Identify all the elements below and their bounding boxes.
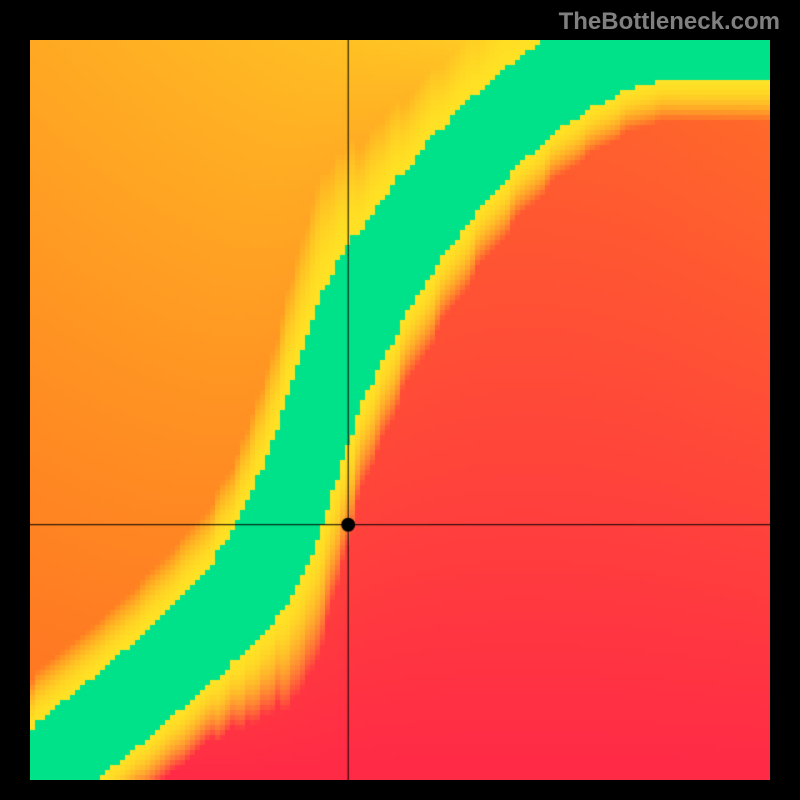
heatmap-plot bbox=[30, 40, 770, 780]
heatmap-canvas bbox=[30, 40, 770, 780]
watermark-text: TheBottleneck.com bbox=[559, 8, 780, 36]
